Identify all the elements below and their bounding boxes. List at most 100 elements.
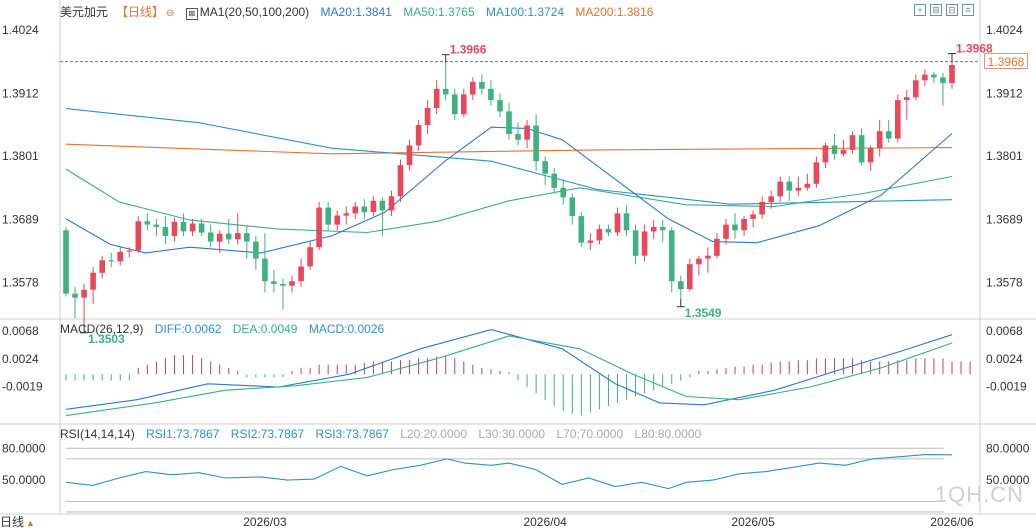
candle-body bbox=[415, 125, 422, 146]
candle-body bbox=[117, 251, 123, 262]
rsi-axis-tick-right: 80.0000 bbox=[986, 441, 1030, 455]
candle-body bbox=[280, 284, 286, 286]
ma200-line bbox=[65, 143, 953, 155]
candle-body bbox=[126, 250, 133, 252]
price-axis-tick-right: 1.3578 bbox=[986, 275, 1023, 289]
candle-body bbox=[560, 187, 566, 198]
candle-body bbox=[732, 224, 738, 231]
rsi1-value: RSI1:73.7867 bbox=[146, 427, 220, 441]
candle-body bbox=[470, 82, 476, 95]
candle-body bbox=[225, 233, 232, 240]
macd-label: MACD(26,12,9) bbox=[60, 322, 144, 336]
candle-body bbox=[216, 233, 223, 242]
candle-body bbox=[99, 260, 105, 273]
period-label[interactable]: 【日线】 bbox=[116, 5, 165, 19]
macd-axis-tick-right: 0.0068 bbox=[986, 324, 1023, 338]
crosshair-icon[interactable]: + bbox=[914, 4, 926, 16]
x-axis-tick: 2026/04 bbox=[523, 515, 567, 529]
period-selector[interactable]: 日线 ▲ bbox=[0, 513, 35, 530]
macd-diff-value: DIFF:0.0062 bbox=[154, 322, 222, 336]
price-axis-tick-left: 1.3689 bbox=[2, 213, 39, 227]
candle-body bbox=[343, 213, 350, 216]
candle-body bbox=[388, 196, 395, 211]
candle-body bbox=[759, 202, 765, 215]
candle-body bbox=[153, 224, 160, 227]
rsi-line bbox=[65, 454, 953, 490]
macd-axis-tick-left: 0.0068 bbox=[2, 324, 39, 338]
candle-body bbox=[235, 233, 241, 240]
candle-body bbox=[714, 238, 720, 256]
candle-body bbox=[623, 213, 630, 231]
candle-body bbox=[352, 206, 359, 214]
candle-body bbox=[940, 77, 946, 84]
rsi-legend: RSI(14,14,14) RSI1:73.7867 RSI2:73.7867 … bbox=[60, 427, 709, 441]
candle-body bbox=[696, 258, 702, 265]
rsi-l30: L30:30.0000 bbox=[478, 427, 546, 441]
candle-body bbox=[479, 82, 485, 89]
candle-body bbox=[786, 181, 793, 191]
candle-body bbox=[370, 200, 377, 213]
candle-body bbox=[171, 221, 178, 236]
candle-body bbox=[885, 131, 892, 139]
candle-body bbox=[587, 240, 594, 243]
candle-body bbox=[497, 100, 503, 112]
zoom-out-icon[interactable]: ⊟ bbox=[946, 4, 958, 16]
period-dropdown-icon[interactable]: ⊖ bbox=[166, 8, 175, 19]
candle-body bbox=[289, 281, 295, 286]
candle-body bbox=[578, 216, 585, 243]
candle-body bbox=[244, 233, 250, 242]
ma50-value: MA50:1.3765 bbox=[403, 5, 475, 19]
candle-body bbox=[144, 221, 151, 225]
candle-body bbox=[533, 125, 539, 162]
candle-body bbox=[949, 65, 955, 84]
ma20-value: MA20:1.3841 bbox=[320, 5, 392, 19]
candle-body bbox=[822, 145, 829, 163]
macd-axis-tick-left: -0.0019 bbox=[2, 379, 43, 393]
candle-body bbox=[406, 145, 413, 166]
candle-body bbox=[379, 200, 386, 211]
candle-body bbox=[668, 230, 675, 282]
rsi-l80: L80:80.0000 bbox=[634, 427, 702, 441]
x-axis-tick: 2026/06 bbox=[930, 515, 974, 529]
candle-body bbox=[849, 135, 856, 150]
candle-body bbox=[614, 213, 621, 233]
annotation-label: 1.3966 bbox=[450, 43, 487, 57]
price-axis-tick-right: 1.3912 bbox=[986, 86, 1023, 100]
candle-body bbox=[90, 272, 96, 290]
candle-body bbox=[135, 221, 142, 251]
candle-body bbox=[741, 218, 747, 231]
candle-body bbox=[777, 181, 783, 197]
candle-body bbox=[632, 230, 639, 256]
candle-body bbox=[813, 162, 820, 184]
symbol-label: 美元加元 bbox=[60, 5, 109, 19]
candle-body bbox=[840, 149, 847, 154]
candle-body bbox=[723, 224, 729, 239]
candle-body bbox=[542, 161, 548, 174]
candle-body bbox=[253, 241, 259, 259]
settings-icon[interactable]: ≡ bbox=[962, 4, 974, 16]
annotation-label: 1.3968 bbox=[956, 42, 993, 56]
zoom-in-icon[interactable]: ⊞ bbox=[930, 4, 942, 16]
ma-settings-icon[interactable]: ⊠ bbox=[185, 8, 198, 20]
candle-body bbox=[442, 88, 449, 95]
ma50-line bbox=[65, 168, 953, 234]
price-axis-tick-left: 1.3578 bbox=[2, 275, 39, 289]
annotation-label: 1.3549 bbox=[685, 306, 722, 320]
candle-body bbox=[515, 134, 521, 140]
candle-body bbox=[72, 293, 78, 298]
candle-body bbox=[361, 206, 368, 213]
candle-body bbox=[334, 215, 340, 225]
macd-legend: MACD(26,12,9) DIFF:0.0062 DEA:0.0049 MAC… bbox=[60, 322, 392, 336]
rsi-label: RSI(14,14,14) bbox=[60, 427, 135, 441]
candle-body bbox=[298, 266, 304, 282]
price-axis-tick-right: 1.3801 bbox=[986, 149, 1023, 163]
price-axis-tick-left: 1.4024 bbox=[2, 23, 39, 37]
candle-body bbox=[795, 187, 802, 191]
ma100-line bbox=[65, 108, 953, 205]
macd-dea-value: DEA:0.0049 bbox=[232, 322, 298, 336]
ma200-value: MA200:1.3816 bbox=[575, 5, 654, 19]
macd-axis-tick-right: 0.0024 bbox=[986, 352, 1023, 366]
candle-body bbox=[81, 289, 87, 298]
candle-body bbox=[768, 196, 774, 202]
